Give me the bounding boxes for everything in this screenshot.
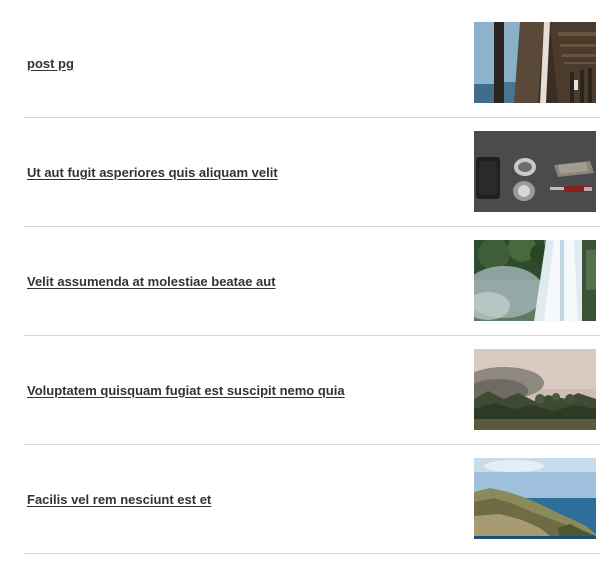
- coastal-cliff-image: [474, 458, 596, 539]
- post-thumbnail[interactable]: [474, 131, 596, 212]
- list-item: Voluptatem quisquam fugiat est suscipit …: [24, 336, 600, 445]
- post-title-link[interactable]: post pg: [27, 55, 74, 71]
- foggy-forest-image: [474, 349, 596, 430]
- list-item: post pg: [24, 9, 600, 118]
- pier-boardwalk-image: [474, 22, 596, 103]
- post-title-link[interactable]: Facilis vel rem nesciunt est et: [27, 491, 212, 507]
- list-item: Ut aut fugit asperiores quis aliquam vel…: [24, 118, 600, 227]
- post-thumbnail[interactable]: [474, 349, 596, 430]
- post-title-link[interactable]: Voluptatem quisquam fugiat est suscipit …: [27, 382, 345, 398]
- post-thumbnail[interactable]: [474, 458, 596, 539]
- post-list: post pg U: [24, 9, 600, 554]
- post-title-link[interactable]: Velit assumenda at molestiae beatae aut: [27, 273, 276, 289]
- post-title-link[interactable]: Ut aut fugit asperiores quis aliquam vel…: [27, 164, 278, 180]
- post-thumbnail[interactable]: [474, 240, 596, 321]
- waterfall-image: [474, 240, 596, 321]
- flatlay-accessories-image: [474, 131, 596, 212]
- list-item: Velit assumenda at molestiae beatae aut: [24, 227, 600, 336]
- list-item: Facilis vel rem nesciunt est et: [24, 445, 600, 554]
- post-thumbnail[interactable]: [474, 22, 596, 103]
